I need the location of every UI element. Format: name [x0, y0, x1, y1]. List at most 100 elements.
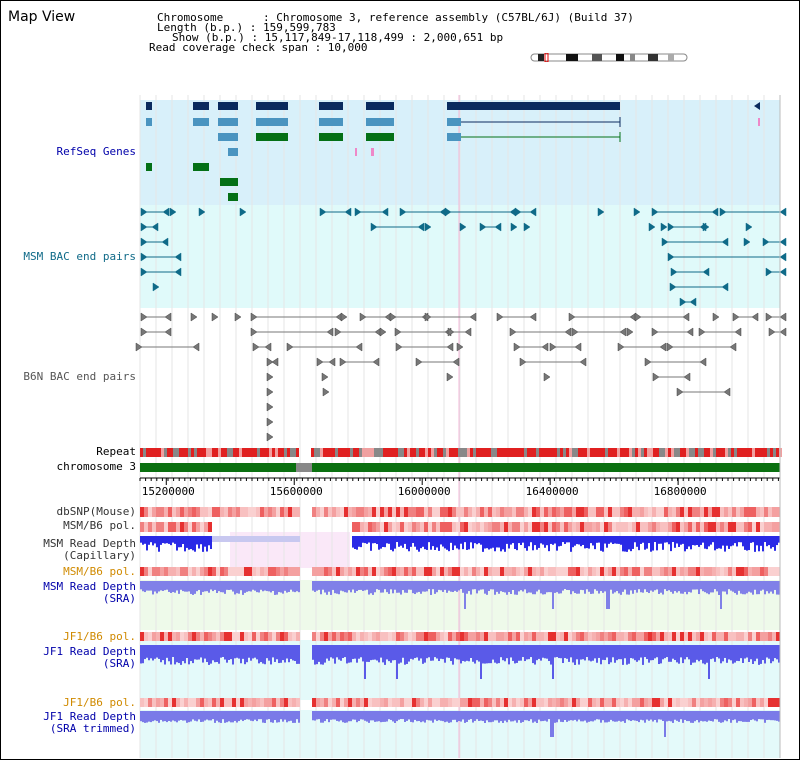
b6n-bac-end	[676, 387, 684, 397]
repeat-segment	[311, 448, 314, 457]
jf1-trim-bar	[358, 711, 360, 722]
msm-bac-end	[529, 207, 537, 217]
jf1-trim-bar	[240, 711, 242, 720]
chromosome-ideogram[interactable]	[530, 53, 688, 62]
jf1-pol2-cell	[172, 698, 176, 707]
msm-sra-bar	[554, 581, 556, 593]
jf1-trim-bar	[160, 711, 162, 720]
repeat-segment	[317, 448, 320, 457]
msm-sra-bar	[680, 581, 682, 594]
jf1-pol-cell	[528, 632, 532, 641]
jf1-pol2-cell	[380, 698, 384, 707]
jf1-pol-cell	[160, 632, 164, 641]
jf1-trim-bar	[754, 711, 756, 721]
jf1-pol-cell	[140, 632, 144, 641]
repeat-segment	[281, 448, 284, 457]
msm-pol-cell	[664, 522, 668, 532]
jf1-pol-cell	[176, 632, 180, 641]
msm-pol-cell	[444, 522, 448, 532]
jf1-pol-cell	[288, 632, 292, 641]
repeat-segment	[428, 448, 431, 457]
msm-sra-bar	[206, 581, 208, 592]
jf1-sra-bar	[748, 645, 750, 662]
msm-sra-bar	[516, 581, 518, 595]
track-label-msm-bac[interactable]: MSM BAC end pairs	[23, 250, 136, 263]
jf1-trim-bar	[178, 711, 180, 721]
msm-sra-bar	[644, 581, 646, 590]
msm-pol2-cell	[776, 567, 780, 576]
gene-arrow	[218, 118, 223, 126]
b6n-bac-end	[334, 327, 342, 337]
b6n-bac-end	[372, 357, 380, 367]
msm-bac-end	[140, 252, 148, 262]
jf1-sra-bar	[682, 645, 684, 664]
jf1-pol-cell	[272, 632, 276, 641]
jf1-pol2-cell	[560, 698, 564, 707]
jf1-sra-bar	[598, 645, 600, 658]
jf1-trim-bar	[762, 711, 764, 720]
msm-pol2-cell	[768, 567, 772, 576]
msm-sra-bar	[376, 581, 378, 590]
msm-sra-bar	[638, 581, 640, 590]
msm-capillary-bar	[518, 536, 520, 544]
track-label-chromosome[interactable]: chromosome 3	[56, 460, 136, 473]
track-label-refseq-genes[interactable]: RefSeq Genes	[56, 145, 136, 158]
repeat-segment	[269, 448, 272, 457]
track-label-jf1-depth-trimmed[interactable]: JF1 Read Depth (SRA trimmed)	[43, 710, 136, 735]
b6n-bac-end	[250, 312, 258, 322]
track-label-b6n-bac[interactable]: B6N BAC end pairs	[23, 370, 136, 383]
msm-capillary-bar	[744, 536, 746, 550]
msm-pol2-cell	[736, 567, 740, 576]
dbsnp-cell	[156, 507, 160, 517]
dbsnp-cell	[536, 507, 540, 517]
repeat-segment	[758, 448, 761, 457]
track-label-jf1-pol-2[interactable]: JF1/B6 pol.	[63, 696, 136, 709]
jf1-trim-bar	[374, 711, 376, 722]
track-label-jf1-pol-1[interactable]: JF1/B6 pol.	[63, 630, 136, 643]
track-label-msm-pol-2[interactable]: MSM/B6 pol.	[63, 565, 136, 578]
msm-capillary-bar	[180, 536, 182, 548]
msm-capillary-bar	[182, 536, 184, 545]
jf1-sra-bar	[254, 645, 256, 658]
repeat-segment	[671, 448, 674, 457]
msm-sra-bar	[492, 581, 494, 590]
track-label-msm-pol-1[interactable]: MSM/B6 pol.	[63, 519, 136, 532]
repeat-segment	[356, 448, 359, 457]
jf1-pol-cell	[524, 632, 528, 641]
msm-pol2-cell	[228, 567, 232, 576]
repeat-segment	[629, 448, 632, 457]
track-label-jf1-depth-sra[interactable]: JF1 Read Depth (SRA)	[43, 645, 136, 670]
b6n-bac-end	[252, 342, 260, 352]
repeat-segment	[212, 448, 215, 457]
jf1-pol2-cell	[456, 698, 460, 707]
repeat-segment	[494, 448, 497, 457]
jf1-trim-bar	[546, 711, 548, 722]
track-label-dbsnp[interactable]: dbSNP(Mouse)	[56, 505, 136, 518]
jf1-sra-bar	[356, 645, 358, 663]
jf1-trim-bar	[732, 711, 734, 721]
msm-sra-bar	[446, 581, 448, 593]
track-label-msm-depth-capillary[interactable]: MSM Read Depth (Capillary)	[43, 537, 136, 562]
jf1-pol-cell	[572, 632, 576, 641]
msm-bac-end	[319, 207, 327, 217]
jf1-sra-bar	[504, 645, 506, 662]
msm-pol-cell	[640, 522, 644, 532]
jf1-sra-bar	[460, 645, 462, 664]
jf1-pol-cell	[316, 632, 320, 641]
msm-sra-bar	[424, 581, 426, 592]
jf1-trim-bar	[734, 711, 736, 720]
msm-pol2-cell	[324, 567, 328, 576]
msm-sra-bar	[350, 581, 352, 593]
msm-capillary-bar	[454, 536, 456, 546]
msm-sra-bar	[408, 581, 410, 590]
msm-capillary-bar	[156, 536, 158, 548]
jf1-sra-bar	[582, 645, 584, 660]
jf1-pol2-cell	[512, 698, 516, 707]
track-label-msm-depth-sra[interactable]: MSM Read Depth (SRA)	[43, 580, 136, 605]
repeat-segment	[659, 448, 662, 457]
msm-capillary-bar	[206, 536, 208, 552]
repeat-segment	[530, 448, 533, 457]
track-label-repeat[interactable]: Repeat	[96, 445, 136, 458]
jf1-sra-bar	[592, 645, 594, 661]
msm-sra-bar	[374, 581, 376, 593]
